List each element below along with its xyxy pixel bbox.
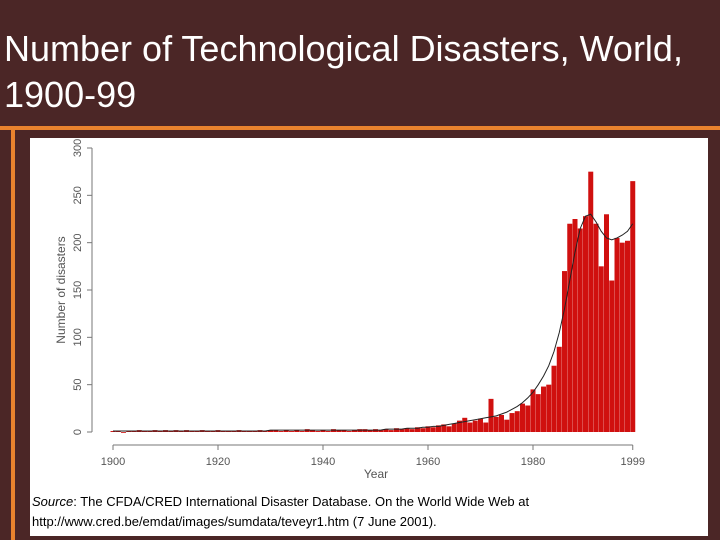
bar xyxy=(483,422,489,432)
bar xyxy=(352,430,357,432)
bar xyxy=(420,428,426,432)
x-tick-label: 1900 xyxy=(101,456,125,468)
y-tick-label: 100 xyxy=(72,328,84,346)
source-label: Source xyxy=(32,494,74,509)
bar xyxy=(541,386,546,432)
bar xyxy=(367,430,373,432)
bar xyxy=(383,429,389,432)
slide-title: Number of Technological Disasters, World… xyxy=(4,28,683,115)
bar xyxy=(562,271,567,432)
bar xyxy=(499,414,504,432)
bar xyxy=(425,426,431,432)
bar xyxy=(598,266,604,432)
bar xyxy=(472,420,478,432)
chart-panel: 0 50 100 150 200 250 300 Number of disasters 190… xyxy=(30,138,708,536)
y-tick-label: 150 xyxy=(72,281,84,299)
bar xyxy=(399,429,405,432)
bar xyxy=(467,422,473,432)
bar xyxy=(509,413,515,432)
source-note: Source: The CFDA/CRED International Disa… xyxy=(32,492,702,532)
bar xyxy=(273,430,279,432)
x-tick-label: 1999 xyxy=(621,456,645,468)
bar xyxy=(493,416,499,432)
bar xyxy=(551,365,557,432)
bar xyxy=(572,219,578,432)
bar xyxy=(462,417,468,432)
bar xyxy=(546,384,552,432)
bar xyxy=(457,420,462,432)
bar xyxy=(504,419,510,432)
bar xyxy=(520,403,525,432)
bar xyxy=(577,228,583,432)
side-rule xyxy=(11,126,15,540)
bar xyxy=(630,181,636,432)
x-tick-label: 1940 xyxy=(311,456,335,468)
bar xyxy=(346,431,352,432)
bar xyxy=(310,430,315,432)
bar xyxy=(525,405,531,432)
bar xyxy=(530,389,536,432)
bar xyxy=(283,430,289,432)
bar xyxy=(488,398,494,432)
bar xyxy=(535,394,541,432)
bar xyxy=(451,423,457,432)
bar xyxy=(441,424,447,432)
bar xyxy=(289,431,294,432)
y-tick-label: 50 xyxy=(72,379,84,391)
bar xyxy=(378,430,384,432)
bar xyxy=(121,432,126,433)
bar xyxy=(436,425,441,432)
bar xyxy=(409,429,415,432)
source-text: : The CFDA/CRED International Disaster D… xyxy=(32,494,530,529)
bar xyxy=(278,431,284,432)
y-axis-label: Number of disasters xyxy=(54,236,68,343)
trend-line xyxy=(113,213,634,432)
y-tick-label: 300 xyxy=(72,139,84,157)
bar xyxy=(614,237,620,432)
bar xyxy=(567,223,573,432)
bar xyxy=(430,427,436,432)
bar xyxy=(583,216,588,432)
bar xyxy=(320,430,326,432)
bar xyxy=(415,427,420,432)
bar xyxy=(604,214,609,432)
bar xyxy=(478,418,483,432)
x-axis-label: Year xyxy=(364,467,388,481)
bar xyxy=(341,430,347,432)
bar xyxy=(625,240,630,432)
bar xyxy=(609,280,615,432)
bar xyxy=(556,346,562,432)
title-rule xyxy=(0,126,720,130)
bar xyxy=(593,223,599,432)
bar xyxy=(336,430,342,432)
bar xyxy=(388,430,394,432)
bar xyxy=(394,428,399,432)
x-tick-label: 1960 xyxy=(416,456,440,468)
bar xyxy=(315,431,321,432)
bar xyxy=(268,430,273,432)
bar xyxy=(446,426,452,432)
chart: 0 50 100 150 200 250 300 Number of disasters 190… xyxy=(54,139,645,481)
x-tick-label: 1920 xyxy=(206,456,230,468)
y-tick-label: 200 xyxy=(72,233,84,251)
y-tick-label: 0 xyxy=(72,429,84,435)
bar xyxy=(619,242,625,432)
bar xyxy=(514,411,520,432)
bar xyxy=(299,431,305,432)
bar xyxy=(325,431,331,432)
x-tick-label: 1980 xyxy=(521,456,545,468)
y-tick-label: 250 xyxy=(72,186,84,204)
bar xyxy=(404,428,410,432)
bar xyxy=(294,430,300,432)
bar xyxy=(588,171,594,432)
